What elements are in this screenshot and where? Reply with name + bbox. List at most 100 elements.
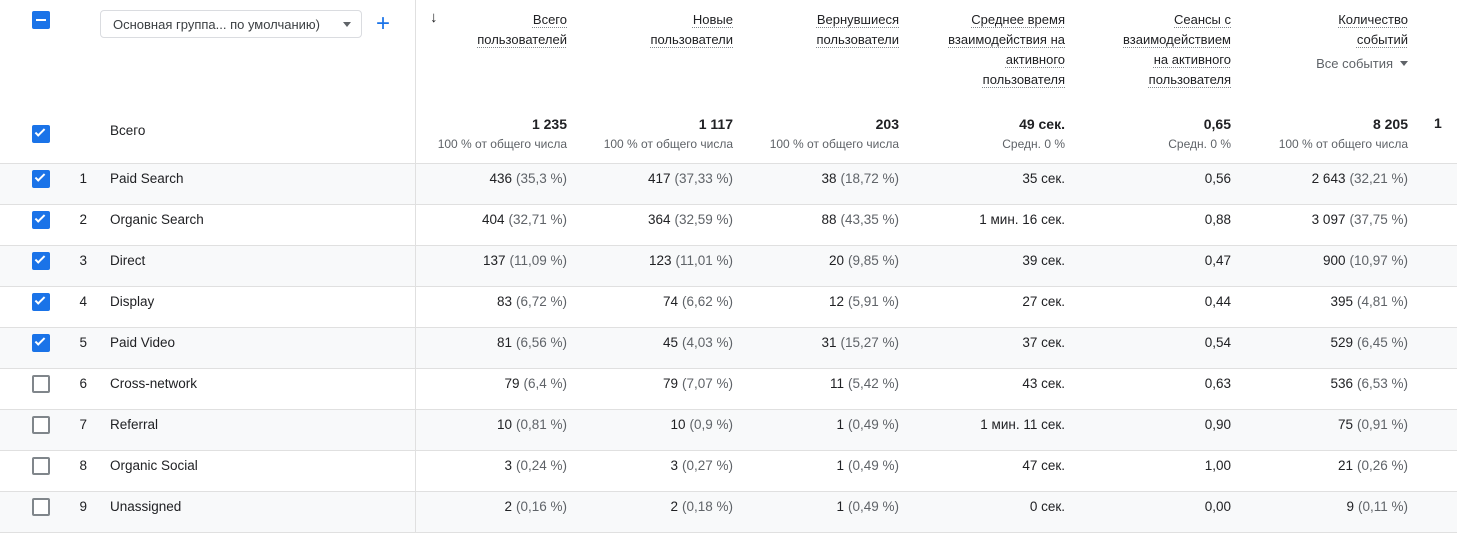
totals-clip-spacer (0, 157, 60, 163)
metric-main-value: 37 сек. (1022, 335, 1065, 350)
metric-main-value: 11 (829, 376, 844, 391)
totals-checkbox-cell (0, 104, 60, 157)
metric-value: 10 (0,9 %) (591, 417, 757, 432)
column-header-label[interactable]: Вернувшиеся пользователи (816, 12, 899, 47)
dimension-toolbar: Основная группа... по умолчанию) + (100, 0, 415, 97)
metric-main-value: 0,44 (1204, 294, 1231, 309)
row-index: 9 (79, 499, 87, 514)
column-header-label[interactable]: Новые пользователи (650, 12, 733, 47)
metric-value: 21 (0,26 %) (1255, 458, 1432, 473)
event-filter-dropdown[interactable]: Все события (1316, 56, 1408, 71)
totals-subtext: Средн. 0 % (1168, 137, 1231, 151)
metric-value: 79 (6,4 %) (415, 376, 591, 391)
metric-value: 1 (0,49 %) (757, 458, 923, 473)
row-checkbox-cell (0, 456, 60, 475)
row-checkbox[interactable] (32, 497, 50, 516)
totals-metric: 8 205 100 % от общего числа (1255, 104, 1432, 157)
totals-subtext: Средн. 0 % (1002, 137, 1065, 151)
totals-index-spacer (60, 104, 100, 157)
row-checkbox[interactable] (32, 374, 50, 393)
metric-value: 79 (7,07 %) (591, 376, 757, 391)
metric-main-value: 31 (821, 335, 837, 350)
channel-name: Organic Search (110, 212, 204, 227)
totals-value: 1 235 (531, 116, 567, 132)
metric-main-value: 536 (1330, 376, 1353, 391)
metric-main-value: 45 (662, 335, 678, 350)
row-checkbox[interactable] (32, 251, 50, 270)
metric-main-value: 123 (648, 253, 672, 268)
row-checkbox[interactable] (32, 456, 50, 475)
metric-main-value: 395 (1330, 294, 1353, 309)
row-checkbox[interactable] (32, 210, 50, 229)
column-header-avg-engagement-time: Среднее время взаимодействия на активног… (923, 0, 1089, 97)
totals-metric: 1 117 100 % от общего числа (591, 104, 757, 157)
metric-percent: (6,56 %) (515, 335, 567, 350)
row-index: 6 (79, 376, 87, 391)
table-row: 7 Referral 10 (0,81 %) 10 (0,9 %) 1 (0,49 %) 1 м… (0, 410, 1457, 451)
event-filter-label: Все события (1316, 56, 1393, 71)
metric-main-value: 1,00 (1204, 458, 1231, 473)
channel-name: Unassigned (110, 499, 182, 514)
totals-clipped-value: 1 (1434, 115, 1442, 131)
dimension-selector[interactable]: Основная группа... по умолчанию) (100, 10, 362, 38)
column-header-label[interactable]: Всего пользователей (477, 12, 567, 47)
select-all-checkbox[interactable] (32, 11, 50, 29)
add-dimension-button[interactable]: + (376, 10, 391, 37)
row-checkbox[interactable] (32, 333, 50, 352)
column-header-label[interactable]: Сеансы с взаимодействием на активного по… (1123, 12, 1231, 87)
check-icon (34, 252, 46, 264)
metric-main-value: 20 (828, 253, 844, 268)
column-header-new-users: Новые пользователи (591, 0, 757, 97)
row-checkbox[interactable] (32, 415, 50, 434)
column-header-returning-users: Вернувшиеся пользователи (757, 0, 923, 97)
metric-value: 43 сек. (923, 376, 1089, 391)
row-checkbox-cell (0, 210, 60, 229)
sort-descending-icon[interactable]: ↓ (430, 9, 438, 26)
row-clipped-cell (1432, 501, 1457, 512)
metric-main-value: 0,63 (1204, 376, 1231, 391)
check-icon (34, 126, 46, 137)
metric-main-value: 10 (496, 417, 512, 432)
row-index: 3 (79, 253, 87, 268)
row-index: 4 (79, 294, 87, 309)
metric-percent: (11,09 %) (509, 253, 567, 268)
metric-main-value: 75 (1337, 417, 1353, 432)
column-header-label[interactable]: Среднее время взаимодействия на активног… (948, 12, 1065, 87)
row-index: 2 (79, 212, 87, 227)
metric-percent: (0,49 %) (847, 417, 899, 432)
metric-value: 404 (32,71 %) (415, 212, 591, 227)
metric-value: 123 (11,01 %) (591, 253, 757, 268)
metric-value: 536 (6,53 %) (1255, 376, 1432, 391)
metric-value: 47 сек. (923, 458, 1089, 473)
column-header-total-users: ↓ Всего пользователей (415, 0, 591, 97)
table-row: 2 Organic Search 404 (32,71 %) 364 (32,59 %) 8… (0, 205, 1457, 246)
channel-name: Display (110, 294, 155, 309)
row-checkbox-cell (0, 333, 60, 352)
metric-main-value: 3 (504, 458, 512, 473)
metric-percent: (0,49 %) (847, 458, 899, 473)
metric-main-value: 0,88 (1204, 212, 1231, 227)
metric-percent: (0,11 %) (1357, 499, 1408, 514)
metric-percent: (32,59 %) (674, 212, 733, 227)
row-checkbox[interactable] (32, 292, 50, 311)
totals-checkbox[interactable] (32, 125, 50, 143)
header-index-spacer (60, 0, 100, 97)
totals-metric: 203 100 % от общего числа (757, 104, 923, 157)
row-checkbox[interactable] (32, 169, 50, 188)
table-body: 1 Paid Search 436 (35,3 %) 417 (37,33 %) 38 (18… (0, 164, 1457, 533)
column-divider (415, 0, 416, 533)
table-row: 3 Direct 137 (11,09 %) 123 (11,01 %) 20 (9,85 %… (0, 246, 1457, 287)
row-clipped-cell (1432, 337, 1457, 348)
row-checkbox-cell (0, 497, 60, 516)
metric-percent: (32,71 %) (508, 212, 567, 227)
metric-main-value: 81 (496, 335, 512, 350)
metric-value: 900 (10,97 %) (1255, 253, 1432, 268)
row-index: 8 (79, 458, 87, 473)
metric-percent: (5,91 %) (847, 294, 899, 309)
metric-value: 1 мин. 11 сек. (923, 417, 1089, 432)
column-header-label[interactable]: Количество событий (1338, 12, 1408, 47)
metric-percent: (0,81 %) (515, 417, 567, 432)
check-icon (34, 293, 46, 305)
metric-percent: (0,91 %) (1356, 417, 1408, 432)
